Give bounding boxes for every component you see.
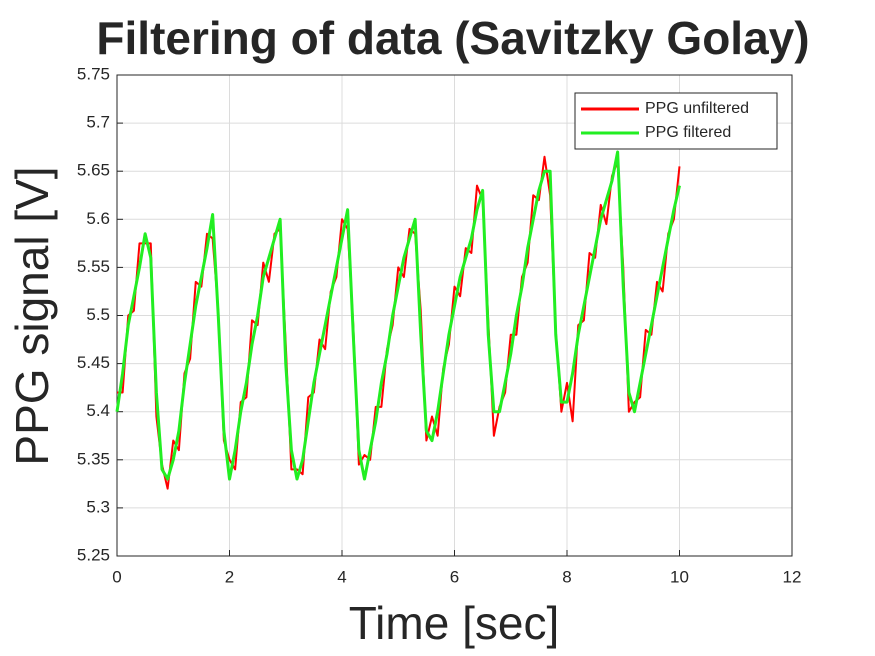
x-tick-label: 4 xyxy=(337,567,346,586)
x-axis-label: Time [sec] xyxy=(349,597,559,649)
x-tick-label: 0 xyxy=(112,567,121,586)
x-tick-label: 12 xyxy=(783,567,802,586)
axes-box xyxy=(116,74,793,557)
x-tick-label: 6 xyxy=(450,567,459,586)
data-line xyxy=(115,150,681,481)
y-tick-label: 5.35 xyxy=(77,449,110,468)
chart-title: Filtering of data (Savitzky Golay) xyxy=(96,12,809,64)
y-tick-label: 5.4 xyxy=(86,401,110,420)
y-tick-label: 5.25 xyxy=(77,545,110,564)
y-axis-label: PPG signal [V] xyxy=(6,166,58,465)
y-tick-label: 5.75 xyxy=(77,64,110,83)
legend: PPG unfiltered PPG filtered xyxy=(574,92,778,150)
legend-label: PPG unfiltered xyxy=(645,100,749,117)
x-tick-label: 8 xyxy=(562,567,571,586)
y-tick-label: 5.45 xyxy=(77,353,110,372)
x-tick-label: 2 xyxy=(225,567,234,586)
y-tick-label: 5.5 xyxy=(86,305,110,324)
y-tick-label: 5.7 xyxy=(86,113,110,132)
legend-label: PPG filtered xyxy=(645,124,731,141)
y-tick-label: 5.55 xyxy=(77,257,110,276)
y-tick-label: 5.65 xyxy=(77,161,110,180)
y-tick-label: 5.6 xyxy=(86,209,110,228)
y-tick-label: 5.3 xyxy=(86,497,110,516)
x-tick-label: 10 xyxy=(670,567,689,586)
legend-box xyxy=(574,92,778,150)
